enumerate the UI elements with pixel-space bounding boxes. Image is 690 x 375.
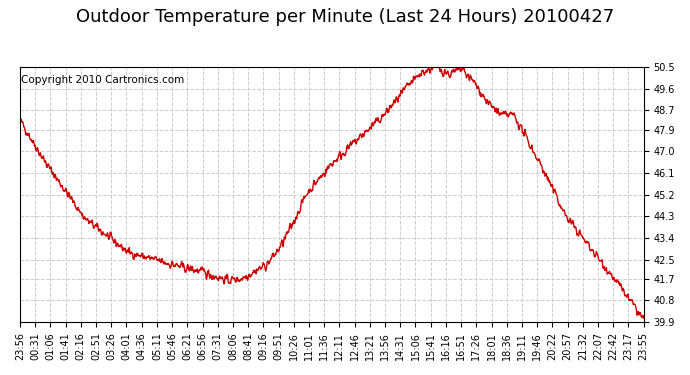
Text: Copyright 2010 Cartronics.com: Copyright 2010 Cartronics.com [21, 75, 184, 85]
Text: Outdoor Temperature per Minute (Last 24 Hours) 20100427: Outdoor Temperature per Minute (Last 24 … [76, 8, 614, 26]
